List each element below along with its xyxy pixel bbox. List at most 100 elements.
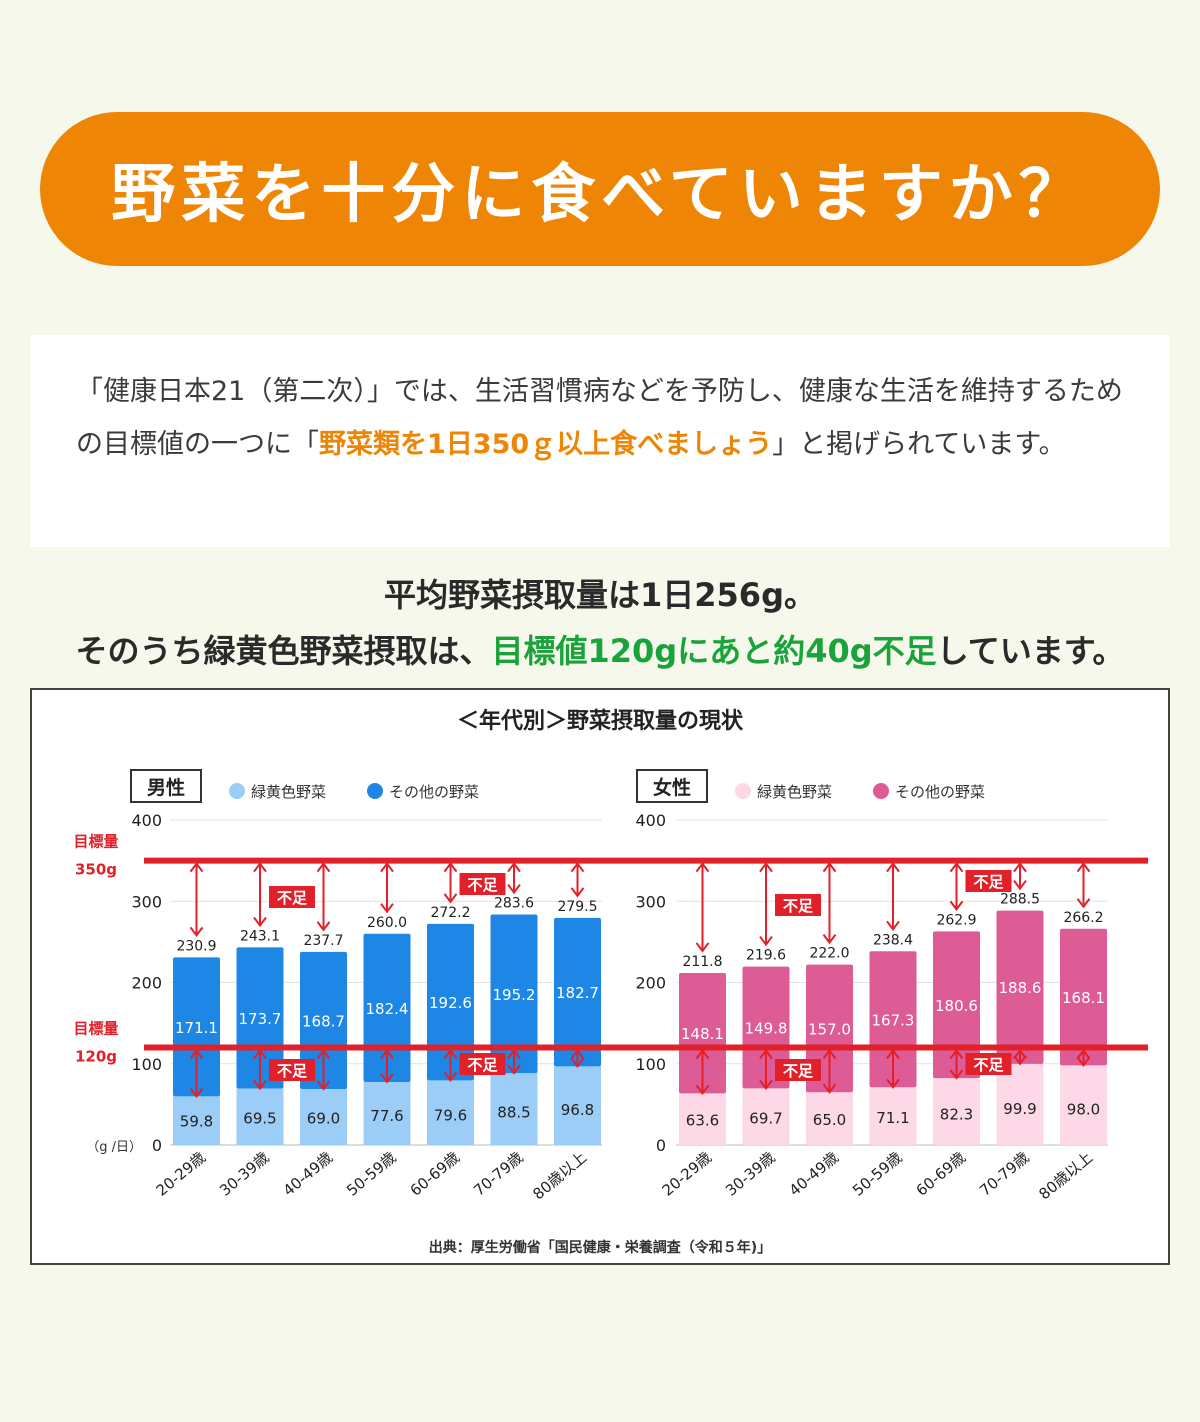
other-value-label-0-6: 182.7 [556, 984, 599, 1002]
shortage-arrowhead-bottom-bottom-1-6 [1076, 1056, 1091, 1068]
x-tick-0-3: 50-59歳 [343, 1148, 399, 1199]
shortage-badge-top-a-1-bg [775, 894, 821, 916]
total-label-1-1: 219.6 [746, 948, 786, 964]
shortage-arrowhead-bottom-top-0-0 [189, 926, 204, 938]
panel-label-box-1 [636, 769, 708, 803]
shortage-arrowhead-top-top-0-6 [570, 861, 585, 873]
shortage-arrowhead-bottom-bottom-1-2 [822, 1083, 837, 1094]
other-value-label-1-5: 188.6 [999, 979, 1042, 997]
x-tick-0-2: 40-49歳 [280, 1148, 336, 1199]
shortage-arrowhead-bottom-top-0-2 [316, 921, 331, 932]
bar-green-yellow-0-4 [427, 1080, 474, 1145]
green-value-label-1-0: 63.6 [686, 1111, 719, 1129]
bar-green-yellow-0-1 [236, 1088, 284, 1145]
shortage-arrowhead-bottom-bottom-0-3 [380, 1073, 394, 1084]
y-tick-0-1: 100 [131, 1055, 162, 1074]
total-label-1-5: 288.5 [1000, 892, 1040, 908]
other-value-label-0-1: 173.7 [239, 1010, 282, 1028]
shortage-arrowhead-bottom-top-0-3 [380, 903, 394, 914]
other-value-label-1-1: 149.8 [745, 1020, 788, 1038]
green-value-label-1-5: 99.9 [1003, 1100, 1036, 1118]
shortage-arrowhead-bottom-top-0-5 [507, 883, 521, 895]
x-tick-0-4: 60-69歳 [407, 1148, 463, 1199]
x-tick-0-1: 30-39歳 [216, 1148, 272, 1199]
bar-other-1-4 [933, 931, 980, 1079]
total-label-0-6: 279.5 [557, 899, 597, 915]
bar-other-0-1 [236, 947, 284, 1089]
shortage-arrowhead-top-bottom-1-6 [1076, 1048, 1091, 1060]
panel-label-0: 男性 [147, 776, 185, 799]
bar-green-yellow-0-0 [173, 1096, 220, 1145]
intro-text-after: 」と掲げられています。 [772, 429, 1066, 460]
y-tick-0-2: 200 [131, 974, 162, 993]
intro-text-before: 「健康日本21（第二次）」では、生活習慣病などを予防し、健康な生活を維持するため… [76, 376, 1123, 460]
other-value-label-0-2: 168.7 [302, 1012, 345, 1030]
summary-line-2: そのうち緑黄色野菜摂取は、目標値120gにあと約40g不足しています。 [0, 626, 1200, 672]
shortage-arrowhead-top-top-0-2 [316, 861, 331, 873]
chart-title: ＜年代別＞野菜摂取量の現状 [457, 708, 744, 734]
target-value-0: 350g [75, 861, 117, 879]
legend-swatch-other-0 [367, 783, 383, 799]
shortage-arrowhead-top-top-0-4 [443, 861, 458, 873]
bar-other-0-4 [427, 923, 474, 1081]
bar-green-yellow-0-5 [490, 1073, 538, 1145]
other-value-label-0-5: 195.2 [493, 986, 536, 1004]
bar-other-0-6 [554, 917, 601, 1067]
shortage-badge-bottom-b-0: 不足 [467, 1056, 498, 1074]
bar-green-yellow-0-6 [554, 1066, 601, 1145]
legend-label-green-0: 緑黄色野菜 [251, 783, 326, 801]
shortage-arrowhead-bottom-top-1-6 [1076, 898, 1091, 909]
total-label-0-3: 260.0 [367, 915, 407, 931]
shortage-arrowhead-top-bottom-1-1 [759, 1048, 773, 1060]
bar-other-1-1 [742, 966, 790, 1089]
bar-green-yellow-0-2 [300, 1088, 347, 1145]
chart-source: 出典：厚生労働省「国民健康・栄養調査（令和５年)」 [429, 1239, 771, 1256]
shortage-arrowhead-bottom-top-0-1 [253, 916, 267, 928]
shortage-arrowhead-bottom-bottom-0-6 [570, 1057, 585, 1069]
shortage-badge-bottom-a-0: 不足 [277, 1062, 308, 1080]
target-value-1: 120g [75, 1048, 117, 1066]
shortage-badge-top-b-1-bg [965, 870, 1012, 892]
other-value-label-0-4: 192.6 [429, 994, 472, 1012]
panel-label-box-0 [130, 769, 202, 803]
intro-highlight: 野菜類を1日350ｇ以上食べましょう [319, 429, 773, 460]
green-value-label-0-6: 96.8 [561, 1101, 594, 1119]
green-value-label-0-2: 69.0 [307, 1110, 340, 1128]
shortage-arrowhead-bottom-bottom-1-5 [1013, 1055, 1027, 1066]
shortage-arrowhead-top-bottom-0-1 [253, 1048, 267, 1060]
shortage-badge-top-a-0-bg [269, 886, 315, 908]
y-tick-1-1: 100 [635, 1055, 666, 1074]
summary-line-2-after: しています。 [936, 632, 1125, 670]
bar-other-1-5 [996, 910, 1044, 1064]
shortage-arrowhead-bottom-top-1-4 [949, 900, 964, 912]
green-value-label-0-4: 79.6 [434, 1106, 467, 1124]
x-tick-1-0: 20-29歳 [659, 1148, 715, 1199]
total-label-1-0: 211.8 [682, 954, 722, 970]
green-value-label-0-5: 88.5 [497, 1104, 530, 1122]
x-tick-1-5: 70-79歳 [976, 1148, 1032, 1199]
shortage-arrowhead-top-top-1-6 [1076, 861, 1091, 873]
shortage-arrowhead-bottom-bottom-0-2 [316, 1080, 331, 1091]
green-value-label-1-1: 69.7 [749, 1109, 782, 1127]
x-tick-0-0: 20-29歳 [153, 1148, 209, 1199]
bar-other-0-0 [173, 957, 220, 1097]
y-tick-0-0: 0 [152, 1136, 162, 1155]
panel-label-1: 女性 [653, 776, 691, 799]
page-title: 野菜を十分に食べていますか？ [111, 158, 1089, 232]
intro-text-box: 「健康日本21（第二次）」では、生活習慣病などを予防し、健康な生活を維持するため… [30, 335, 1170, 547]
green-value-label-1-4: 82.3 [940, 1106, 973, 1124]
summary-line-1: 平均野菜摂取量は1日256g。 [0, 570, 1200, 616]
shortage-arrowhead-top-top-0-3 [380, 861, 394, 873]
shortage-badge-bottom-a-1-bg [775, 1059, 821, 1081]
shortage-arrowhead-top-top-0-1 [253, 861, 267, 873]
bar-green-yellow-1-3 [869, 1087, 917, 1145]
shortage-arrowhead-top-bottom-0-4 [443, 1048, 458, 1060]
shortage-badge-top-b-1: 不足 [973, 873, 1004, 891]
y-unit-label: （g /日） [86, 1140, 142, 1155]
other-value-label-0-3: 182.4 [366, 1000, 409, 1018]
shortage-arrowhead-bottom-top-0-6 [570, 887, 585, 898]
shortage-arrowhead-top-bottom-1-0 [695, 1048, 710, 1060]
total-label-1-4: 262.9 [936, 912, 976, 928]
other-value-label-1-2: 157.0 [808, 1020, 851, 1038]
green-value-label-0-1: 69.5 [243, 1110, 276, 1128]
